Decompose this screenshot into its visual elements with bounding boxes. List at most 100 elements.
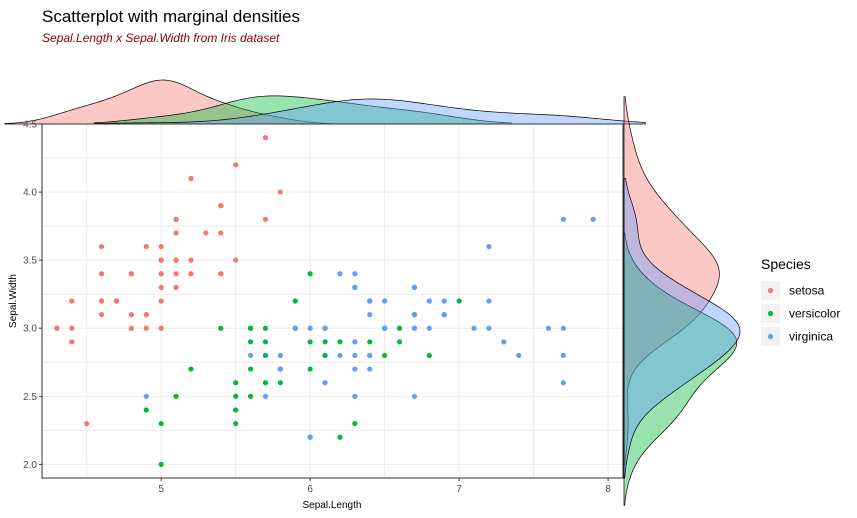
data-point-virginica (322, 325, 328, 331)
data-point-virginica (367, 366, 373, 372)
data-point-virginica (486, 243, 492, 250)
top-density-versicolor (93, 95, 512, 125)
legend: Species setosa versicolor virginica (761, 256, 840, 346)
data-point-setosa (128, 325, 134, 331)
data-point-versicolor (262, 325, 269, 331)
right-density-setosa (623, 96, 720, 465)
data-point-virginica (411, 312, 418, 318)
data-point-setosa (158, 243, 164, 250)
data-point-setosa (218, 271, 224, 277)
data-point-versicolor (247, 339, 254, 345)
data-point-versicolor (218, 325, 224, 331)
data-point-virginica (322, 380, 328, 386)
data-point-setosa (128, 271, 134, 277)
y-tick-label: 2.0 (23, 460, 37, 471)
data-point-versicolor (233, 407, 239, 413)
data-point-versicolor (143, 407, 149, 413)
data-point-setosa (233, 257, 239, 263)
data-point-virginica (441, 312, 447, 318)
data-point-versicolor (307, 366, 313, 372)
data-point-setosa (113, 298, 120, 304)
data-point-versicolor (337, 339, 343, 345)
x-axis-title: Sepal.Length (303, 500, 362, 511)
data-point-setosa (128, 312, 134, 318)
data-point-versicolor (188, 366, 194, 372)
data-point-versicolor (158, 461, 164, 467)
x-tick-label: 6 (307, 484, 313, 495)
data-point-setosa (277, 189, 283, 195)
data-point-setosa (158, 257, 164, 263)
data-point-versicolor (262, 352, 269, 359)
data-point-versicolor (307, 271, 313, 277)
data-point-versicolor (352, 420, 358, 427)
data-point-setosa (262, 135, 269, 141)
data-point-versicolor (292, 298, 298, 304)
data-point-virginica (307, 434, 313, 440)
data-point-versicolor (247, 366, 254, 372)
x-tick-label: 8 (605, 484, 611, 495)
data-point-virginica (501, 339, 507, 345)
top-density-virginica (93, 98, 646, 125)
data-point-virginica (516, 352, 522, 359)
data-point-virginica (292, 325, 298, 331)
data-point-setosa (69, 339, 75, 345)
data-point-setosa (158, 325, 164, 331)
legend-title: Species (761, 256, 811, 272)
axes: 5 6 7 8 2.0 2.5 3.0 3.5 4.0 4.5 (23, 120, 611, 496)
data-point-virginica (411, 325, 418, 331)
grid-lines (42, 123, 623, 478)
data-point-virginica (560, 216, 567, 222)
data-point-versicolor (158, 420, 164, 427)
data-point-virginica (441, 298, 447, 304)
data-point-setosa (203, 230, 209, 236)
data-point-setosa (158, 271, 164, 277)
data-point-setosa (98, 298, 105, 304)
data-point-virginica (262, 393, 269, 399)
data-point-virginica (382, 325, 388, 331)
data-point-setosa (143, 243, 149, 250)
data-point-setosa (158, 298, 164, 304)
data-point-versicolor (233, 420, 239, 427)
data-point-virginica (426, 325, 432, 331)
data-point-virginica (352, 284, 358, 290)
data-point-virginica (352, 339, 358, 345)
data-point-virginica (545, 325, 552, 331)
data-point-virginica (560, 380, 567, 386)
data-point-virginica (337, 271, 343, 277)
data-point-setosa (173, 271, 179, 277)
data-point-setosa (173, 257, 179, 263)
y-tick-label: 2.5 (23, 392, 37, 403)
data-point-virginica (352, 271, 358, 277)
x-tick-label: 5 (158, 484, 164, 495)
data-point-versicolor (456, 298, 462, 304)
data-point-virginica (367, 312, 373, 318)
data-point-versicolor (322, 339, 328, 345)
data-point-setosa (98, 271, 105, 277)
data-point-setosa (173, 230, 179, 236)
data-point-virginica (560, 325, 567, 331)
data-point-virginica (143, 393, 149, 399)
y-tick-label: 3.0 (23, 324, 37, 335)
data-point-versicolor (396, 325, 403, 331)
data-point-virginica (411, 284, 418, 290)
y-tick-label: 4.0 (23, 188, 37, 199)
data-point-versicolor (233, 380, 239, 386)
legend-key-versicolor (767, 310, 774, 317)
data-point-setosa (98, 312, 105, 318)
data-point-setosa (158, 284, 164, 290)
right-density-virginica (623, 178, 741, 479)
data-point-virginica (426, 298, 432, 304)
chart-subtitle: Sepal.Length x Sepal.Width from Iris dat… (42, 31, 280, 45)
data-point-setosa (143, 312, 149, 318)
y-tick-label: 4.5 (23, 120, 37, 131)
data-point-virginica (367, 298, 373, 304)
data-point-versicolor (382, 352, 388, 359)
legend-key-setosa (767, 287, 774, 294)
data-point-versicolor (247, 325, 254, 331)
data-point-virginica (382, 298, 388, 304)
data-point-setosa (173, 216, 179, 222)
data-point-virginica (277, 366, 283, 372)
y-tick-label: 3.5 (23, 256, 37, 267)
data-point-versicolor (322, 352, 328, 359)
data-point-virginica (411, 393, 418, 399)
